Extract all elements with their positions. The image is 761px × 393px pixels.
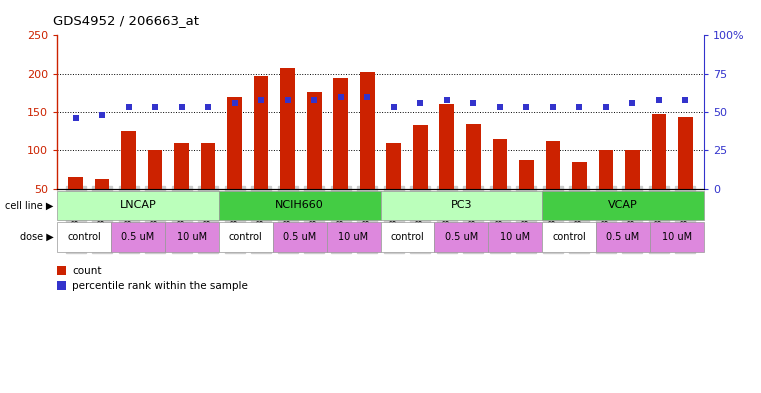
- Text: control: control: [67, 232, 101, 242]
- Bar: [489, 222, 542, 252]
- Bar: [201, 143, 215, 227]
- Text: count: count: [72, 266, 102, 276]
- Bar: [68, 177, 83, 227]
- Bar: [380, 191, 542, 220]
- Bar: [413, 125, 428, 227]
- Point: [494, 104, 506, 110]
- Point: [600, 104, 612, 110]
- Bar: [678, 118, 693, 227]
- Text: 10 uM: 10 uM: [339, 232, 368, 242]
- Bar: [254, 76, 269, 227]
- Bar: [219, 191, 380, 220]
- Point: [653, 97, 665, 103]
- Text: dose ▶: dose ▶: [20, 232, 53, 242]
- Point: [282, 97, 294, 103]
- Point: [149, 104, 161, 110]
- Text: 0.5 uM: 0.5 uM: [607, 232, 640, 242]
- Bar: [546, 141, 560, 227]
- Text: NCIH660: NCIH660: [275, 200, 324, 210]
- Bar: [148, 150, 162, 227]
- Point: [521, 104, 533, 110]
- Bar: [174, 143, 189, 227]
- Bar: [466, 123, 481, 227]
- Bar: [57, 281, 66, 290]
- Text: 10 uM: 10 uM: [662, 232, 692, 242]
- Point: [467, 100, 479, 106]
- Text: GDS4952 / 206663_at: GDS4952 / 206663_at: [53, 14, 199, 27]
- Bar: [333, 77, 348, 227]
- Text: 10 uM: 10 uM: [500, 232, 530, 242]
- Bar: [435, 222, 489, 252]
- Text: VCAP: VCAP: [608, 200, 638, 210]
- Point: [255, 97, 267, 103]
- Text: control: control: [390, 232, 425, 242]
- Point: [69, 115, 81, 121]
- Point: [202, 104, 215, 110]
- Bar: [519, 160, 533, 227]
- Point: [176, 104, 188, 110]
- Bar: [228, 97, 242, 227]
- Bar: [380, 222, 435, 252]
- Text: 10 uM: 10 uM: [177, 232, 207, 242]
- Bar: [625, 150, 640, 227]
- Text: LNCAP: LNCAP: [119, 200, 156, 210]
- Point: [308, 97, 320, 103]
- Bar: [651, 114, 666, 227]
- Bar: [272, 222, 326, 252]
- Bar: [440, 104, 454, 227]
- Text: 0.5 uM: 0.5 uM: [283, 232, 317, 242]
- Text: control: control: [552, 232, 586, 242]
- Bar: [596, 222, 650, 252]
- Text: control: control: [229, 232, 263, 242]
- Point: [228, 100, 240, 106]
- Bar: [307, 92, 321, 227]
- Bar: [599, 150, 613, 227]
- Point: [387, 104, 400, 110]
- Bar: [387, 143, 401, 227]
- Text: percentile rank within the sample: percentile rank within the sample: [72, 281, 248, 291]
- Point: [123, 104, 135, 110]
- Bar: [57, 191, 219, 220]
- Bar: [492, 139, 507, 227]
- Bar: [572, 162, 587, 227]
- Bar: [57, 266, 66, 275]
- Bar: [219, 222, 272, 252]
- Point: [335, 94, 347, 100]
- Bar: [111, 222, 165, 252]
- Text: 0.5 uM: 0.5 uM: [444, 232, 478, 242]
- Point: [546, 104, 559, 110]
- Point: [361, 94, 374, 100]
- Bar: [326, 222, 380, 252]
- Point: [414, 100, 426, 106]
- Point: [441, 97, 453, 103]
- Text: PC3: PC3: [451, 200, 472, 210]
- Bar: [360, 72, 374, 227]
- Bar: [95, 180, 110, 227]
- Point: [626, 100, 638, 106]
- Bar: [650, 222, 704, 252]
- Bar: [57, 222, 111, 252]
- Text: 0.5 uM: 0.5 uM: [121, 232, 154, 242]
- Bar: [165, 222, 219, 252]
- Point: [573, 104, 585, 110]
- Bar: [280, 68, 295, 227]
- Text: cell line ▶: cell line ▶: [5, 200, 53, 210]
- Bar: [121, 131, 136, 227]
- Point: [96, 112, 108, 118]
- Bar: [542, 222, 596, 252]
- Point: [680, 97, 692, 103]
- Bar: [542, 191, 704, 220]
